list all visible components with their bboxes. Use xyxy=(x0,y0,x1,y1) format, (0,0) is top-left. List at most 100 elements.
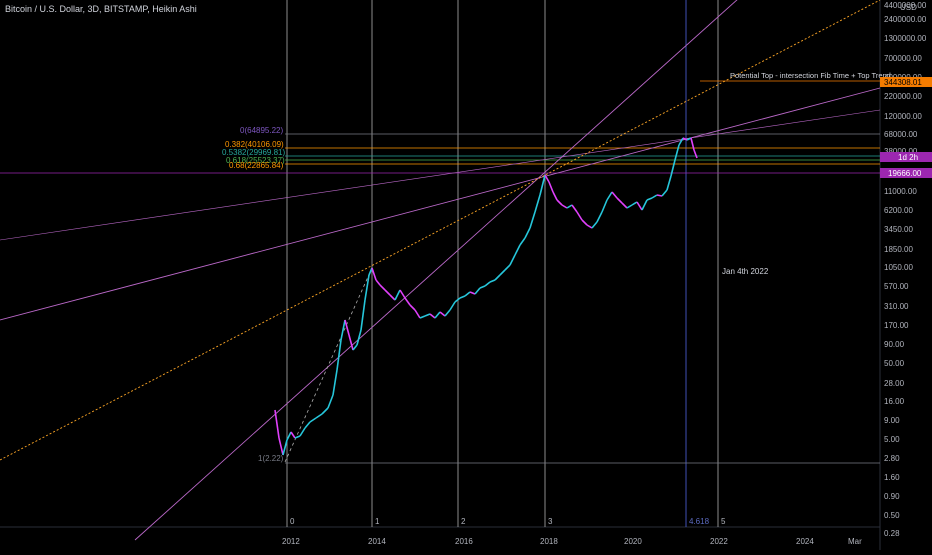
price-segment xyxy=(556,199,563,206)
price-segment xyxy=(693,149,698,159)
price-segment xyxy=(449,301,456,311)
price-segment xyxy=(469,291,476,295)
price-tick-label: 38000.00 xyxy=(884,147,918,156)
price-segment xyxy=(524,227,531,239)
price-segment xyxy=(429,313,436,319)
price-segment xyxy=(682,137,688,141)
price-tick-label: 2.80 xyxy=(884,454,900,463)
current-price-text: 19666.00 xyxy=(888,169,922,178)
price-tick-label: 9.00 xyxy=(884,416,900,425)
price-segment xyxy=(474,287,481,295)
price-segment xyxy=(344,319,350,336)
symbol-title[interactable]: Bitcoin / U.S. Dollar, 3D, BITSTAMP, Hei… xyxy=(5,4,197,14)
price-tick-label: 1300000.00 xyxy=(884,34,927,43)
price-segment xyxy=(348,334,354,351)
price-segment xyxy=(309,417,317,423)
price-tick-label: 120000.00 xyxy=(884,112,922,121)
price-tick-label: 28.00 xyxy=(884,379,905,388)
price-segment xyxy=(631,201,638,206)
price-segment xyxy=(596,211,603,223)
dashed-cycle-line[interactable] xyxy=(284,267,373,463)
price-segment xyxy=(464,291,471,297)
price-segment xyxy=(404,297,411,306)
fib-time-label-4618: 4.618 xyxy=(689,517,710,526)
price-segment xyxy=(286,431,292,441)
fib-retracement[interactable] xyxy=(285,133,880,464)
price-tick-label: 0.90 xyxy=(884,492,900,501)
price-segment xyxy=(544,174,550,183)
price-segment xyxy=(294,435,301,439)
price-segment xyxy=(459,295,466,299)
price-segment xyxy=(454,297,461,303)
fib-label-05382: 0.5382(29969.81) xyxy=(222,148,286,157)
price-segment xyxy=(666,175,672,191)
price-series[interactable] xyxy=(274,137,698,456)
price-segment xyxy=(626,204,633,209)
fib-label-1: 1(2.22) xyxy=(258,454,284,463)
price-segment xyxy=(636,201,643,211)
price-tick-label: 1.60 xyxy=(884,473,900,482)
price-segment xyxy=(651,194,658,199)
price-segment xyxy=(368,267,373,276)
price-segment xyxy=(514,244,521,256)
price-segment xyxy=(561,204,568,209)
steep-trendline[interactable] xyxy=(134,0,748,541)
fib-label-0382: 0.382(40106.09) xyxy=(225,140,284,149)
price-tick-label: 0.50 xyxy=(884,511,900,520)
time-tick-label: 2014 xyxy=(368,537,386,546)
price-segment xyxy=(290,431,296,439)
price-segment xyxy=(274,409,280,439)
price-tick-label: 50.00 xyxy=(884,359,905,368)
price-segment xyxy=(424,313,431,317)
fib-time-label-1: 1 xyxy=(375,517,380,526)
price-segment xyxy=(394,289,401,301)
price-tick-label: 4400000.00 xyxy=(884,1,927,10)
top-trendline[interactable] xyxy=(0,87,881,321)
price-segment xyxy=(419,315,426,319)
price-segment xyxy=(529,211,536,229)
price-segment xyxy=(641,199,648,211)
price-segment xyxy=(504,264,511,271)
price-segment xyxy=(282,439,288,456)
price-segment xyxy=(670,159,676,177)
price-segment xyxy=(384,289,391,296)
price-segment xyxy=(678,137,684,146)
time-axis[interactable]: 2012 2014 2016 2018 2020 2022 2024 Mar xyxy=(282,537,862,546)
price-tick-label: 2400000.00 xyxy=(884,15,927,24)
price-segment xyxy=(494,274,501,281)
price-segment xyxy=(611,191,618,199)
price-segment xyxy=(336,339,342,371)
price-segment xyxy=(616,197,623,204)
time-tick-label: 2024 xyxy=(796,537,814,546)
price-tick-label: 3450.00 xyxy=(884,225,913,234)
trendlines[interactable] xyxy=(0,0,881,541)
price-tick-label: 310.00 xyxy=(884,302,909,311)
price-segment xyxy=(499,269,506,276)
countdown-text: 1d 2h xyxy=(898,153,918,162)
dotted-trendline-1[interactable] xyxy=(0,0,881,461)
price-segment xyxy=(332,369,338,396)
fib-time-zones[interactable] xyxy=(286,0,719,527)
fib-label-068: 0.68(22865.84) xyxy=(229,161,284,170)
price-segment xyxy=(444,309,451,317)
price-segment xyxy=(360,299,366,331)
price-segment xyxy=(606,191,613,201)
price-segment xyxy=(509,254,516,266)
price-segment xyxy=(566,204,573,209)
fib-label-0618: 0.618(25523.37) xyxy=(226,156,285,165)
price-tick-label: 6200.00 xyxy=(884,206,913,215)
price-segment xyxy=(479,285,486,289)
price-segment xyxy=(519,237,526,246)
fib-time-label-5: 5 xyxy=(721,517,726,526)
fib-time-label-3: 3 xyxy=(548,517,553,526)
price-segment xyxy=(539,174,546,196)
price-segment xyxy=(534,194,541,213)
price-tick-label: 11000.00 xyxy=(884,187,917,196)
extra-trendline[interactable] xyxy=(0,109,881,241)
time-tick-label: 2020 xyxy=(624,537,642,546)
currency-label: USD xyxy=(900,3,917,12)
price-tick-label: 220000.00 xyxy=(884,92,922,101)
price-tick-label: 16.00 xyxy=(884,397,905,406)
